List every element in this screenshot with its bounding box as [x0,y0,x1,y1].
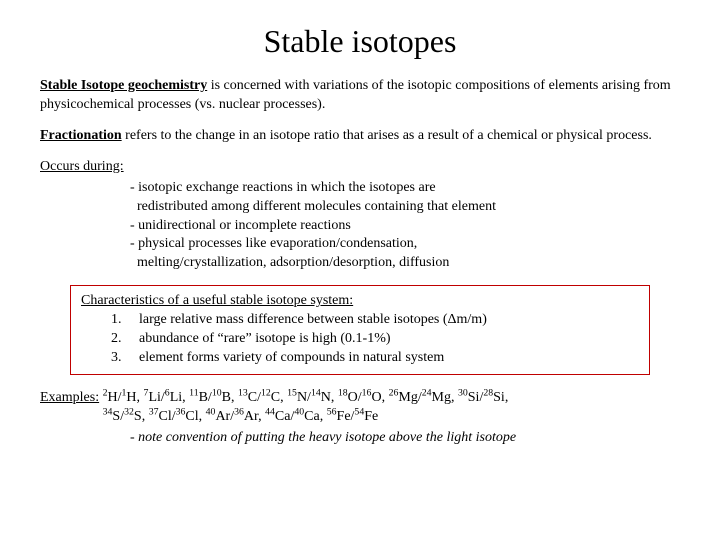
fractionation-rest: refers to the change in an isotope ratio… [122,128,652,143]
bullet-list: - isotopic exchange reactions in which t… [40,179,680,273]
isotope-pair: 7Li/6Li [144,390,183,405]
isotope-pair: 2H/1H [103,390,137,405]
list-item: melting/crystallization, adsorption/deso… [130,254,680,273]
characteristics-box: Characteristics of a useful stable isoto… [70,285,650,375]
isotope-pair: 56Fe/54Fe [327,409,378,424]
list-item: - unidirectional or incomplete reactions [130,217,680,236]
fractionation-paragraph: Fractionation refers to the change in an… [40,127,680,146]
list-item: 1. large relative mass difference betwee… [81,311,639,330]
list-item: 3. element forms variety of compounds in… [81,349,639,368]
examples-label: Examples: [40,389,99,427]
isotope-pair: 18O/16O [338,390,382,405]
box-heading: Characteristics of a useful stable isoto… [81,293,353,308]
occurs-section: Occurs during: - isotopic exchange react… [40,158,680,273]
examples-list: 2H/1H, 7Li/6Li, 11B/10B, 13C/12C, 15N/14… [103,389,680,427]
occurs-label: Occurs during: [40,159,124,174]
list-item: - physical processes like evaporation/co… [130,235,680,254]
list-item: 2. abundance of “rare” isotope is high (… [81,330,639,349]
isotope-pair: 30Si/28Si [458,390,505,405]
list-item: - isotopic exchange reactions in which t… [130,179,680,198]
page-title: Stable isotopes [40,20,680,63]
isotope-pair: 37Cl/36Cl [149,409,199,424]
fractionation-term: Fractionation [40,128,122,143]
isotope-pair: 40Ar/36Ar [206,409,258,424]
isotope-pair: 26Mg/24Mg [389,390,451,405]
isotope-pair: 15N/14N [287,390,331,405]
isotope-pair: 34S/32S [103,409,142,424]
isotope-pair: 44Ca/40Ca [265,409,320,424]
intro-term: Stable Isotope geochemistry [40,78,207,93]
intro-paragraph: Stable Isotope geochemistry is concerned… [40,77,680,115]
isotope-pair: 13C/12C [238,390,280,405]
examples-note: - note convention of putting the heavy i… [40,429,680,448]
isotope-pair: 11B/10B [189,390,231,405]
examples-section: Examples: 2H/1H, 7Li/6Li, 11B/10B, 13C/1… [40,389,680,448]
list-item: redistributed among different molecules … [130,198,680,217]
